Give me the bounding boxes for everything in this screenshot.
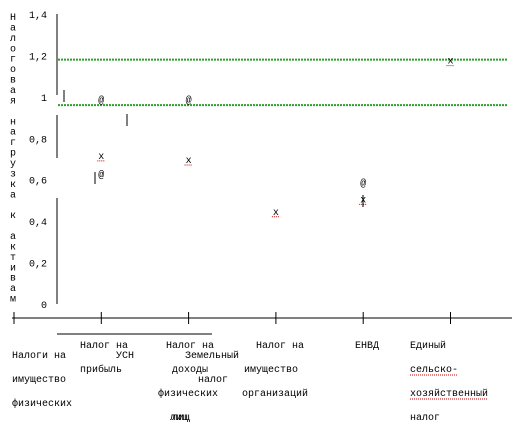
data-point-at: @ (98, 170, 104, 182)
reference-lines (58, 58, 508, 107)
category-label: УСН (116, 351, 134, 362)
category-label: физических (158, 387, 218, 400)
y-axis-label-char: з (10, 169, 16, 180)
y-axis-label-char: к (10, 242, 16, 253)
y-axis-label-char: у (10, 159, 16, 170)
category-label: прибыль (80, 363, 122, 376)
data-marks: xxxxx@@@@@@ (63, 57, 455, 219)
data-point-x: x (447, 57, 453, 68)
y-tick-label: 0,6 (29, 177, 47, 188)
y-tick-label: 0,8 (29, 135, 47, 146)
data-point-at: @ (360, 178, 366, 190)
category-label: доходы (172, 365, 208, 376)
y-axis: 0 0,2 0,4 0,6 0,8 1 1,2 1,4 (29, 11, 58, 312)
category-labels: Налоги на имущество физических лиц Налог на п… (12, 340, 488, 422)
category-label: Земельный (185, 350, 239, 362)
y-axis-label-char: м (10, 295, 16, 306)
category-label: имущество (12, 375, 66, 386)
y-axis-label-char: в (10, 274, 16, 285)
y-axis-label-char: а (10, 86, 16, 97)
category-label: налог (198, 375, 228, 386)
category-label: Единый (410, 340, 446, 352)
category-label: Налог на (166, 341, 214, 352)
y-axis-label-char: о (10, 65, 16, 76)
data-point-x: x (186, 156, 192, 167)
y-tick-label: 0,4 (29, 218, 47, 229)
category-label: имущество (244, 365, 298, 376)
y-axis-label-char: н (10, 117, 16, 128)
y-axis-label-char: к (10, 180, 16, 191)
y-axis-label-char: я (10, 96, 16, 107)
data-point-at: @ (186, 95, 192, 107)
data-point-x: x (98, 152, 104, 163)
data-point-at: @ (98, 95, 104, 107)
y-tick-label: 1,2 (29, 52, 47, 63)
y-axis-label-char: а (10, 284, 16, 295)
y-axis-label-char: а (10, 23, 16, 34)
category-label: хозяйственный (410, 388, 488, 400)
data-point-x: x (273, 208, 279, 219)
y-axis-label-char: в (10, 76, 16, 87)
y-axis-label-char: р (10, 149, 16, 160)
y-axis-label-char: т (10, 253, 16, 264)
y-axis-label-char: и (10, 263, 16, 274)
category-label: организаций (242, 388, 308, 400)
y-axis-label-char: а (10, 190, 16, 201)
y-axis-label-char: а (10, 232, 16, 243)
category-label: ЕНВД (355, 341, 379, 352)
y-tick-label: 0 (41, 301, 47, 312)
category-label: лиц (170, 413, 188, 422)
y-axis-label-char: л (10, 34, 16, 45)
category-label: Налог на (256, 341, 304, 352)
category-label: сельско- (410, 365, 458, 376)
y-axis-label-char: г (10, 55, 16, 66)
y-axis-label-char: г (10, 138, 16, 149)
category-label: физических (12, 397, 72, 410)
y-axis-label-char: к (10, 211, 16, 222)
category-label: Налог на (80, 341, 128, 352)
y-tick-label: 1 (41, 94, 47, 105)
y-axis-label-char: о (10, 44, 16, 55)
y-tick-label: 1,4 (29, 11, 47, 22)
x-axis (12, 312, 512, 335)
y-axis-label-char: Н (10, 13, 16, 24)
category-label: Налоги на (12, 351, 66, 362)
y-tick-label: 0,2 (29, 260, 47, 271)
category-label: лиц (172, 413, 190, 422)
category-label: налог (410, 413, 440, 422)
y-axis-label-char: а (10, 128, 16, 139)
